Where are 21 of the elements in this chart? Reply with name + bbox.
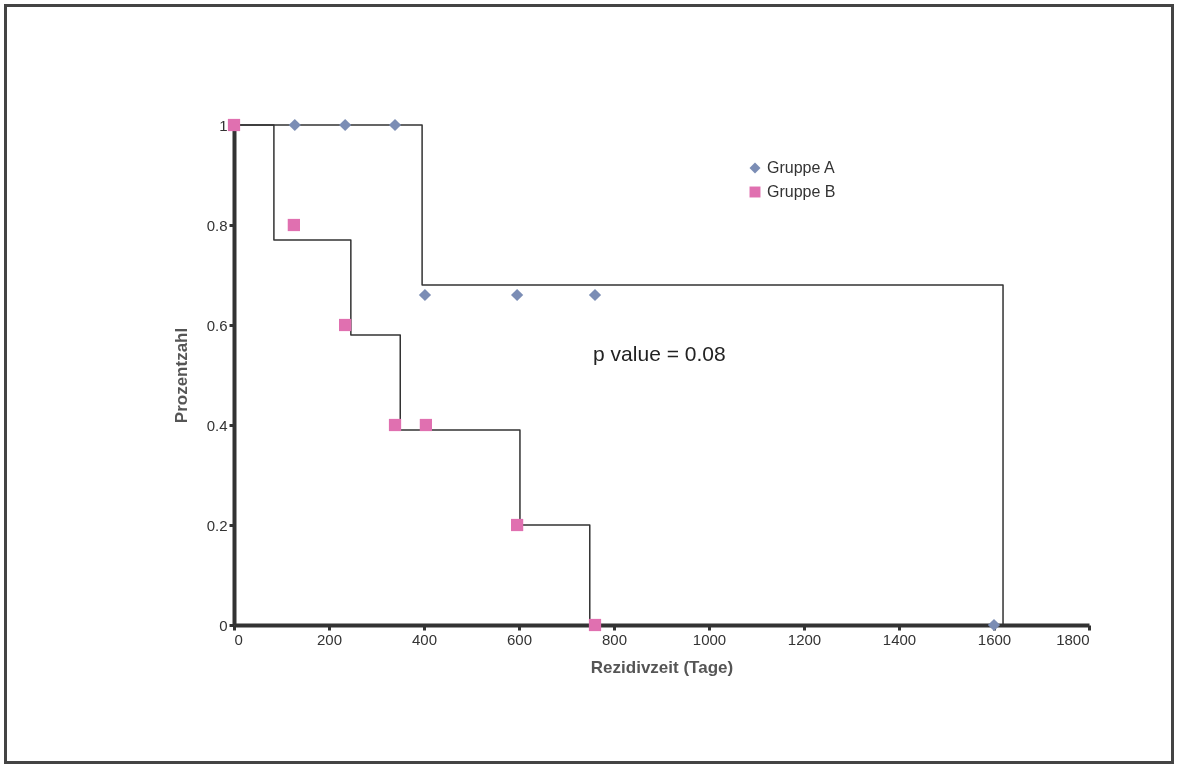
x-tick-label: 1600 xyxy=(977,630,1012,648)
x-tick-label: 0 xyxy=(234,630,243,648)
x-tick-label: 1200 xyxy=(787,630,822,648)
x-tick-label: 800 xyxy=(601,630,628,648)
y-tick-label: 1 xyxy=(219,116,228,134)
x-tick-label: 400 xyxy=(411,630,438,648)
y-tick-label: 0.2 xyxy=(206,516,228,534)
x-axis-title: Rezidivzeit (Tage) xyxy=(590,657,734,677)
x-tick-label: 1400 xyxy=(882,630,917,648)
y-tick-label: 0.8 xyxy=(206,216,228,234)
y-tick-label: 0.4 xyxy=(206,416,228,434)
legend-label: Gruppe A xyxy=(767,159,835,176)
y-tick-label: 0.6 xyxy=(206,316,228,334)
legend-label: Gruppe B xyxy=(767,183,836,200)
y-tick-label: 0 xyxy=(219,616,228,634)
y-axis-title: Prozentzahl xyxy=(171,327,191,424)
x-tick-label: 1800 xyxy=(1056,630,1090,648)
x-tick-label: 1000 xyxy=(692,630,727,648)
x-tick-label: 200 xyxy=(316,630,343,648)
annotation: p value = 0.08 xyxy=(593,342,726,365)
x-tick-label: 600 xyxy=(506,630,533,648)
